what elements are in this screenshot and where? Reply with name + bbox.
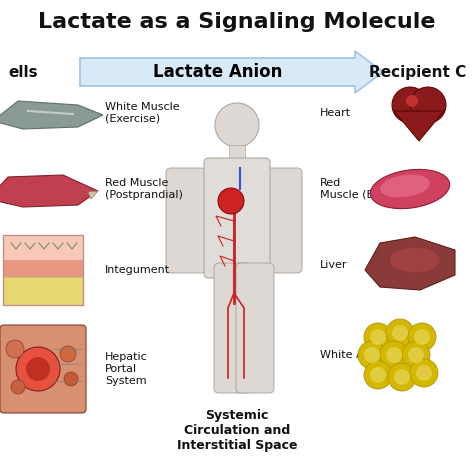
Circle shape — [16, 347, 60, 391]
Bar — [3, 259, 83, 277]
Circle shape — [414, 329, 430, 345]
Text: Hepatic
Portal
System: Hepatic Portal System — [105, 352, 148, 386]
FancyBboxPatch shape — [262, 168, 302, 273]
Polygon shape — [88, 191, 98, 199]
Circle shape — [364, 323, 392, 351]
FancyBboxPatch shape — [214, 263, 252, 393]
Circle shape — [410, 359, 438, 387]
Text: Integument: Integument — [105, 265, 170, 275]
FancyBboxPatch shape — [3, 235, 83, 259]
FancyBboxPatch shape — [166, 168, 206, 273]
Bar — [229, 145, 245, 163]
Circle shape — [364, 347, 380, 363]
Polygon shape — [394, 111, 444, 141]
Text: Lactate Anion: Lactate Anion — [153, 63, 282, 81]
Text: Red Muscle
(Postprandial): Red Muscle (Postprandial) — [105, 178, 183, 200]
Circle shape — [370, 367, 386, 383]
Circle shape — [370, 329, 386, 345]
Circle shape — [11, 380, 25, 394]
Circle shape — [408, 323, 436, 351]
Polygon shape — [365, 237, 455, 290]
Circle shape — [26, 357, 50, 381]
Polygon shape — [80, 51, 383, 93]
Circle shape — [60, 346, 76, 362]
Circle shape — [416, 365, 432, 381]
Polygon shape — [0, 101, 103, 129]
Circle shape — [380, 341, 408, 369]
Text: ells: ells — [8, 64, 37, 80]
Ellipse shape — [370, 169, 450, 209]
FancyBboxPatch shape — [204, 158, 270, 278]
FancyBboxPatch shape — [236, 263, 274, 393]
Circle shape — [406, 95, 418, 107]
Circle shape — [392, 325, 408, 341]
Polygon shape — [0, 175, 98, 207]
Circle shape — [410, 87, 446, 123]
Text: Heart: Heart — [320, 108, 351, 118]
Ellipse shape — [380, 174, 430, 198]
Circle shape — [394, 369, 410, 385]
Circle shape — [386, 319, 414, 347]
Bar — [3, 277, 83, 305]
Bar — [3, 235, 83, 305]
Text: Lactate as a Signaling Molecule: Lactate as a Signaling Molecule — [38, 12, 436, 32]
Text: Recipient C: Recipient C — [369, 64, 466, 80]
Circle shape — [388, 363, 416, 391]
Circle shape — [218, 188, 244, 214]
Circle shape — [215, 103, 259, 147]
Text: Systemic
Circulation and
Interstitial Space: Systemic Circulation and Interstitial Sp… — [177, 409, 297, 452]
Text: White Muscle
(Exercise): White Muscle (Exercise) — [105, 102, 180, 124]
Circle shape — [408, 347, 424, 363]
Circle shape — [364, 361, 392, 389]
Circle shape — [64, 372, 78, 386]
Ellipse shape — [390, 247, 440, 273]
Text: White Adipose: White Adipose — [320, 350, 400, 360]
Text: Red
Muscle (Exercise): Red Muscle (Exercise) — [320, 178, 417, 200]
Circle shape — [402, 341, 430, 369]
Circle shape — [392, 87, 428, 123]
FancyBboxPatch shape — [0, 325, 86, 413]
Circle shape — [386, 347, 402, 363]
Circle shape — [6, 340, 24, 358]
Circle shape — [358, 341, 386, 369]
Text: Liver: Liver — [320, 260, 347, 270]
